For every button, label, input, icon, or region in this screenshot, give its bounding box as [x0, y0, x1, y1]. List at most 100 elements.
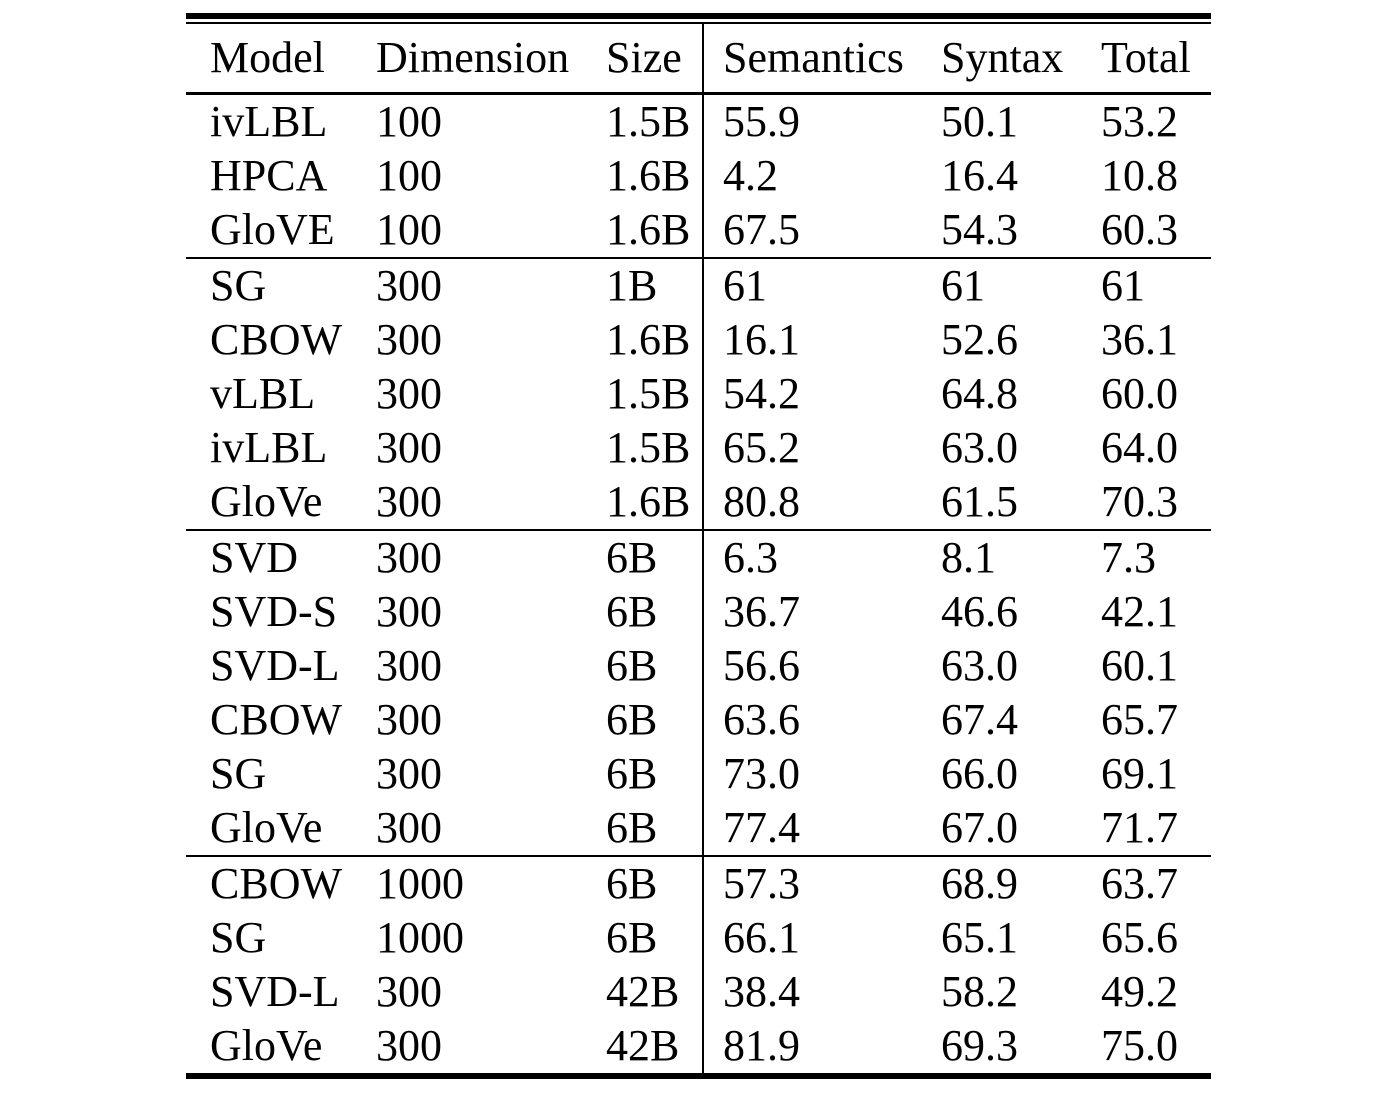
cell-semantics: 38.4	[702, 965, 941, 1019]
cell-dimension: 300	[376, 315, 442, 364]
cell-total: 53.2	[1101, 97, 1178, 146]
cell-semantics: 55.9	[702, 93, 941, 149]
table-row: vLBL 300 1.5B 54.2 64.8 60.0	[186, 367, 1211, 421]
cell-size: 6B	[606, 855, 703, 911]
cell-size: 1.6B	[606, 205, 691, 254]
cell-model: ivLBL	[210, 97, 328, 146]
cell-dimension: 300	[376, 749, 442, 798]
cell-total: 64.0	[1101, 423, 1178, 472]
column-header-size: Size	[606, 24, 703, 95]
cell-dimension: 300	[376, 587, 442, 636]
cell-dimension: 300	[376, 257, 606, 313]
cell-model: GloVe	[210, 803, 323, 852]
cell-total: 75.0	[1101, 1021, 1178, 1070]
table-row: GloVE 100 1.6B 67.5 54.3 60.3	[186, 203, 1211, 258]
cell-model: SG	[210, 913, 267, 962]
cell-syntax: 46.6	[941, 587, 1018, 636]
cell-dimension: 1000	[376, 913, 464, 962]
cell-dimension: 300	[376, 423, 442, 472]
cell-syntax: 61.5	[941, 477, 1018, 526]
cell-total: 49.2	[1101, 967, 1178, 1016]
column-header-semantics: Semantics	[702, 24, 941, 95]
cell-total: 61	[1101, 257, 1211, 313]
cell-syntax: 67.4	[941, 695, 1018, 744]
cell-semantics: 36.7	[702, 585, 941, 639]
cell-total: 71.7	[1101, 803, 1178, 852]
cell-total: 10.8	[1101, 151, 1178, 200]
cell-model: GloVE	[210, 205, 335, 254]
table-row: SG 300 1B 61 61 61	[186, 257, 1211, 313]
cell-model: CBOW	[186, 855, 376, 911]
cell-semantics: 81.9	[702, 1019, 941, 1073]
cell-semantics: 65.2	[702, 421, 941, 475]
cell-semantics: 63.6	[702, 693, 941, 747]
cell-syntax: 66.0	[941, 749, 1018, 798]
cell-size: 1.6B	[606, 477, 691, 526]
cell-syntax: 52.6	[941, 315, 1018, 364]
table-bottom-rule	[186, 1073, 1211, 1079]
cell-semantics: 77.4	[702, 801, 941, 856]
cell-size: 6B	[606, 913, 658, 962]
table-row: CBOW 1000 6B 57.3 68.9 63.7	[186, 855, 1211, 911]
header-row: Model Dimension Size Semantics Syntax To…	[186, 24, 1211, 95]
cell-syntax: 69.3	[941, 1021, 1018, 1070]
cell-model: ivLBL	[210, 423, 328, 472]
cell-syntax: 63.0	[941, 423, 1018, 472]
cell-syntax: 16.4	[941, 151, 1018, 200]
cell-syntax: 65.1	[941, 913, 1018, 962]
cell-size: 1B	[606, 257, 703, 313]
table-row: GloVe 300 42B 81.9 69.3 75.0	[186, 1019, 1211, 1073]
table-row: SVD-S 300 6B 36.7 46.6 42.1	[186, 585, 1211, 639]
cell-semantics: 66.1	[702, 911, 941, 965]
cell-dimension: 300	[376, 1021, 442, 1070]
table-row: SVD-L 300 42B 38.4 58.2 49.2	[186, 965, 1211, 1019]
cell-size: 42B	[606, 967, 680, 1016]
cell-model: CBOW	[210, 695, 342, 744]
cell-model: SVD	[186, 529, 376, 585]
cell-total: 42.1	[1101, 587, 1178, 636]
cell-semantics: 57.3	[702, 855, 941, 911]
cell-syntax: 61	[941, 257, 1101, 313]
cell-model: vLBL	[210, 369, 316, 418]
cell-syntax: 8.1	[941, 529, 1101, 585]
cell-size: 1.6B	[606, 151, 691, 200]
cell-syntax: 68.9	[941, 855, 1101, 911]
cell-semantics: 4.2	[702, 149, 941, 203]
cell-syntax: 54.3	[941, 205, 1018, 254]
cell-semantics: 16.1	[702, 313, 941, 367]
cell-dimension: 1000	[376, 855, 606, 911]
cell-model: SG	[210, 749, 267, 798]
cell-dimension: 300	[376, 803, 442, 852]
table-row-group-3: SVD 300 6B 6.3 8.1 7.3 SVD-S 300 6B 36.7 46.6 42.1 S…	[186, 529, 1211, 856]
cell-semantics: 61	[702, 257, 941, 313]
cell-dimension: 300	[376, 477, 442, 526]
table-row: CBOW 300 1.6B 16.1 52.6 36.1	[186, 313, 1211, 367]
table-header: Model Dimension Size Semantics Syntax To…	[186, 24, 1211, 95]
cell-size: 6B	[606, 641, 658, 690]
cell-syntax: 67.0	[941, 803, 1018, 852]
cell-size: 42B	[606, 1021, 680, 1070]
table-row-group-4: CBOW 1000 6B 57.3 68.9 63.7 SG 1000 6B 66.1 65.1 65…	[186, 855, 1211, 1073]
cell-model: GloVe	[210, 1021, 323, 1070]
results-table-container: Model Dimension Size Semantics Syntax To…	[186, 13, 1211, 1079]
table-row: SG 1000 6B 66.1 65.1 65.6	[186, 911, 1211, 965]
column-header-dimension: Dimension	[376, 24, 606, 95]
cell-dimension: 100	[376, 205, 442, 254]
cell-model: SG	[186, 257, 376, 313]
cell-model: SVD-L	[210, 641, 340, 690]
cell-total: 65.7	[1101, 695, 1178, 744]
column-header-total: Total	[1101, 24, 1211, 95]
cell-size: 6B	[606, 749, 658, 798]
cell-total: 65.6	[1101, 913, 1178, 962]
cell-total: 69.1	[1101, 749, 1178, 798]
cell-semantics: 6.3	[702, 529, 941, 585]
cell-total: 60.1	[1101, 641, 1178, 690]
cell-size: 6B	[606, 803, 658, 852]
cell-size: 1.5B	[606, 97, 691, 146]
cell-size: 6B	[606, 587, 658, 636]
cell-model: CBOW	[210, 315, 342, 364]
cell-dimension: 300	[376, 695, 442, 744]
cell-size: 1.5B	[606, 423, 691, 472]
cell-total: 60.0	[1101, 369, 1178, 418]
